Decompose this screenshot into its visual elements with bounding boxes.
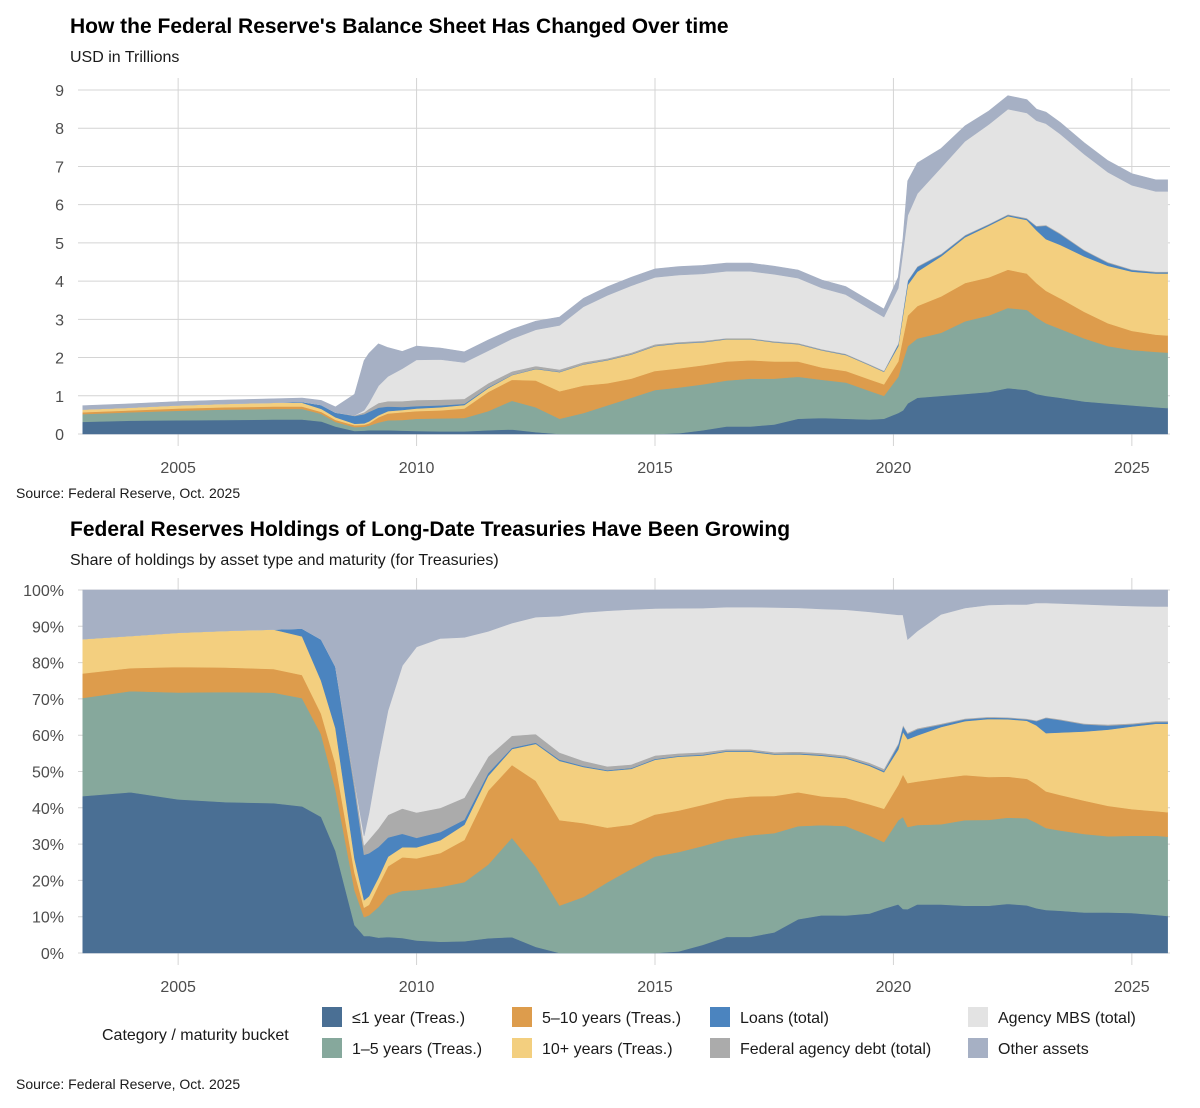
c1-y-tick-label: 5 — [55, 236, 64, 253]
c1-y-tick-label: 3 — [55, 312, 64, 329]
legend-item-y10p: 10+ years (Treas.) — [512, 1038, 673, 1058]
c1-y-tick-label: 4 — [55, 274, 64, 291]
chart-2-title: Federal Reserves Holdings of Long-Date T… — [70, 518, 790, 541]
c1-y-tick-label: 1 — [55, 389, 64, 406]
c1-x-tick-label: 2010 — [399, 460, 435, 477]
c2-y-tick-label: 70% — [32, 692, 64, 709]
c2-y-tick-label: 100% — [23, 583, 64, 600]
legend-swatch — [512, 1007, 532, 1027]
chart-1-title: How the Federal Reserve's Balance Sheet … — [70, 15, 729, 38]
legend-label: Loans (total) — [740, 1010, 829, 1027]
c2-y-tick-label: 0% — [41, 946, 64, 963]
c2-y-tick-label: 30% — [32, 837, 64, 854]
c2-y-tick-label: 40% — [32, 801, 64, 818]
legend-item-other: Other assets — [968, 1038, 1089, 1058]
c1-y-tick-label: 0 — [55, 427, 64, 444]
c2-y-tick-label: 50% — [32, 765, 64, 782]
legend-items: ≤1 year (Treas.) 1–5 years (Treas.) 5–10 y… — [322, 1007, 1136, 1058]
legend-swatch — [322, 1038, 342, 1058]
c2-x-tick-label: 2010 — [399, 979, 435, 996]
c2-x-tick-label: 2005 — [160, 979, 196, 996]
legend-swatch — [968, 1007, 988, 1027]
legend-swatch — [710, 1038, 730, 1058]
c2-y-tick-label: 90% — [32, 619, 64, 636]
c2-y-tick-label: 80% — [32, 656, 64, 673]
legend-swatch — [968, 1038, 988, 1058]
c1-y-tick-label: 7 — [55, 159, 64, 176]
c2-x-tick-label: 2025 — [1114, 979, 1150, 996]
legend-item-y1_5: 1–5 years (Treas.) — [322, 1038, 482, 1058]
legend-label: Agency MBS (total) — [998, 1010, 1136, 1027]
c1-y-tick-label: 6 — [55, 198, 64, 215]
c1-x-tick-label: 2025 — [1114, 460, 1150, 477]
legend-swatch — [322, 1007, 342, 1027]
legend-item-mbs: Agency MBS (total) — [968, 1007, 1136, 1027]
chart-2-subtitle: Share of holdings by asset type and matu… — [70, 552, 499, 569]
c1-y-tick-label: 9 — [55, 83, 64, 100]
legend-label: 5–10 years (Treas.) — [542, 1010, 681, 1027]
chart-1-areas — [82, 95, 1168, 435]
legend-item-le1y: ≤1 year (Treas.) — [322, 1007, 465, 1027]
chart-2: Federal Reserves Holdings of Long-Date T… — [23, 518, 1170, 996]
c2-y-tick-label: 20% — [32, 873, 64, 890]
c1-x-tick-label: 2020 — [876, 460, 912, 477]
legend-label: Other assets — [998, 1041, 1089, 1058]
legend-label: ≤1 year (Treas.) — [352, 1010, 465, 1027]
legend-item-y5_10: 5–10 years (Treas.) — [512, 1007, 681, 1027]
legend-swatch — [512, 1038, 532, 1058]
legend-label: Federal agency debt (total) — [740, 1041, 931, 1058]
legend: Category / maturity bucket ≤1 year (Trea… — [102, 1007, 1136, 1058]
legend-label: 10+ years (Treas.) — [542, 1041, 673, 1058]
legend-item-agency: Federal agency debt (total) — [710, 1038, 931, 1058]
c2-y-tick-label: 60% — [32, 728, 64, 745]
chart-1: How the Federal Reserve's Balance Sheet … — [16, 15, 1170, 501]
c1-x-tick-label: 2015 — [637, 460, 673, 477]
chart-1-subtitle: USD in Trillions — [70, 49, 179, 66]
c2-y-tick-label: 10% — [32, 910, 64, 927]
c1-area-other — [82, 95, 1168, 416]
chart-1-y-axis: 0 1 2 3 4 5 6 7 8 9 — [55, 83, 64, 444]
chart-1-source: Source: Federal Reserve, Oct. 2025 — [16, 485, 240, 501]
c1-y-tick-label: 2 — [55, 351, 64, 368]
chart-2-areas — [82, 589, 1168, 954]
legend-title: Category / maturity bucket — [102, 1027, 289, 1044]
c1-y-tick-label: 8 — [55, 121, 64, 138]
chart-1-x-axis: 2005 2010 2015 2020 2025 — [160, 460, 1149, 477]
c1-x-tick-label: 2005 — [160, 460, 196, 477]
c2-x-tick-label: 2020 — [876, 979, 912, 996]
c2-x-tick-label: 2015 — [637, 979, 673, 996]
legend-item-loans: Loans (total) — [710, 1007, 829, 1027]
legend-swatch — [710, 1007, 730, 1027]
chart-2-source: Source: Federal Reserve, Oct. 2025 — [16, 1076, 240, 1092]
chart-2-y-axis: 0% 10% 20% 30% 40% 50% 60% 70% 80% 90% 100% — [23, 583, 64, 963]
c2-area-other — [82, 589, 1168, 836]
legend-label: 1–5 years (Treas.) — [352, 1041, 482, 1058]
chart-2-x-axis: 2005 2010 2015 2020 2025 — [160, 979, 1149, 996]
